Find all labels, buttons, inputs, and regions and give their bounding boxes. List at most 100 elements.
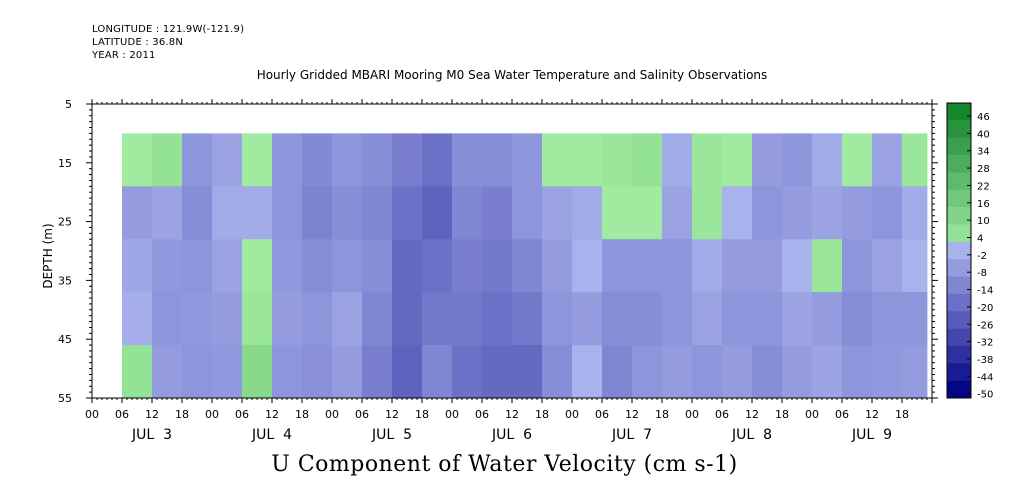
heat-cell [752, 186, 783, 240]
heat-cell [842, 345, 873, 399]
heat-cell [452, 186, 483, 240]
heat-cell [302, 133, 333, 187]
heat-cell [122, 345, 153, 399]
x-tick-label: 18 [895, 408, 909, 421]
x-tick-label: 12 [745, 408, 759, 421]
heat-cell [332, 133, 363, 187]
x-day-label: JUL 7 [611, 427, 652, 443]
colorbar-tick-label: -20 [977, 303, 993, 314]
x-tick-label: 06 [835, 408, 849, 421]
heat-cell [632, 133, 663, 187]
x-tick-label: 00 [805, 408, 819, 421]
heat-cell [692, 292, 723, 346]
x-tick-label: 06 [355, 408, 369, 421]
heat-cell [812, 239, 843, 293]
heat-cell [782, 239, 813, 293]
colorbar-tick-label: -26 [977, 320, 993, 331]
colorbar-frame [946, 102, 972, 399]
heat-cell [722, 186, 753, 240]
y-tick-label: 55 [58, 392, 72, 405]
x-tick-label: 18 [655, 408, 669, 421]
colorbar-tick-label: 28 [977, 164, 990, 175]
x-tick-label: 12 [385, 408, 399, 421]
heat-cell [752, 239, 783, 293]
x-tick-label: 18 [175, 408, 189, 421]
heat-cell [212, 292, 243, 346]
heat-cell [362, 239, 393, 293]
heat-cell [632, 292, 663, 346]
heat-cell [752, 133, 783, 187]
heat-cell [182, 292, 213, 346]
colorbar-bin [947, 345, 971, 364]
heat-cell [782, 186, 813, 240]
heat-cell [572, 133, 603, 187]
heat-cell [572, 186, 603, 240]
heat-cell [692, 345, 723, 399]
heat-cell [572, 239, 603, 293]
x-tick-label: 00 [85, 408, 99, 421]
colorbar-bin [947, 189, 971, 208]
heat-cell [152, 186, 183, 240]
heat-cell [482, 133, 513, 187]
heat-cell [182, 186, 213, 240]
heat-cell [362, 186, 393, 240]
heat-cell [812, 133, 843, 187]
heat-cell [602, 292, 633, 346]
heat-cell [572, 345, 603, 399]
y-tick-label: 25 [58, 216, 72, 229]
heat-cell [242, 186, 273, 240]
heat-cell [542, 133, 573, 187]
x-tick-label: 12 [265, 408, 279, 421]
heat-cell [392, 292, 423, 346]
colorbar-bin [947, 363, 971, 381]
heat-cell [272, 345, 303, 399]
heat-cell [722, 239, 753, 293]
heat-cell [302, 292, 333, 346]
x-tick-label: 06 [475, 408, 489, 421]
heat-cell [422, 133, 453, 187]
heat-cell [152, 133, 183, 187]
x-tick-label: 12 [145, 408, 159, 421]
heat-cell [392, 345, 423, 399]
heat-cell [662, 133, 693, 187]
heat-cell [302, 345, 333, 399]
colorbar-bin [947, 207, 971, 225]
heat-cell [722, 133, 753, 187]
colorbar: 46 40 34 28 22 16 10 4 -2 -8 -14 -20 -26 -32 -38 -44 -50 [946, 102, 993, 401]
colorbar-tick-label: -14 [977, 286, 993, 297]
colorbar-bin [947, 172, 971, 191]
colorbar-tick-label: -8 [977, 268, 987, 279]
colorbar-bin [947, 311, 971, 329]
colorbar-tick-label: -50 [977, 390, 993, 401]
heat-cell [662, 239, 693, 293]
x-day-label: JUL 8 [731, 427, 772, 443]
heat-cell [392, 239, 423, 293]
colorbar-tick-label: 10 [977, 216, 990, 227]
colorbar-bin [947, 276, 971, 295]
heat-cell [782, 292, 813, 346]
heat-cell [872, 186, 903, 240]
heat-cell [812, 186, 843, 240]
heat-cell [212, 345, 243, 399]
colorbar-bin [947, 259, 971, 277]
heat-cell [422, 292, 453, 346]
heat-cell [722, 345, 753, 399]
heat-cell [182, 133, 213, 187]
heat-cell [902, 292, 928, 346]
y-tick-label: 15 [58, 157, 72, 170]
heat-cell [212, 239, 243, 293]
heat-cell [632, 345, 663, 399]
x-tick-label: 12 [865, 408, 879, 421]
heat-cell [452, 292, 483, 346]
x-tick-label: 00 [325, 408, 339, 421]
colorbar-tick-label: 16 [977, 199, 990, 210]
x-tick-label: 00 [685, 408, 699, 421]
colorbar-tick-label: -32 [977, 338, 993, 349]
heat-cell [332, 345, 363, 399]
heat-cell [122, 239, 153, 293]
heat-cell [512, 186, 543, 240]
heat-cell [182, 345, 213, 399]
x-tick-label: 18 [415, 408, 429, 421]
heat-cell [272, 186, 303, 240]
